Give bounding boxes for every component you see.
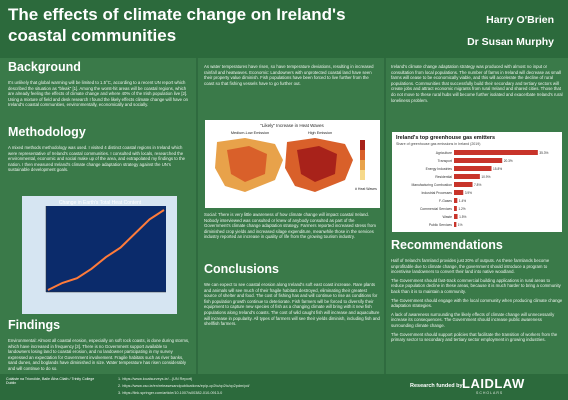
- bar: [454, 206, 457, 211]
- poster-title: The effects of climate change on Ireland…: [8, 5, 346, 45]
- bar-category-label: Agriculture: [436, 151, 452, 155]
- bar-value-label: 1.5%: [459, 215, 466, 219]
- bar-value-label: 15.8%: [493, 167, 502, 171]
- findings-text: Environmental: Almost all coastal erosio…: [8, 338, 190, 371]
- emitters-figure: Ireland's top greenhouse gas emitters Sh…: [392, 132, 562, 232]
- author-2: Dr Susan Murphy: [467, 36, 554, 48]
- heat-series-line: [47, 209, 165, 291]
- funder-subtitle: SCHOLARS: [476, 391, 504, 395]
- heat-waves-right-label: High Emission: [308, 131, 332, 135]
- map-right-inner: [297, 146, 337, 182]
- bar-category-label: Industrial Processes: [421, 191, 452, 195]
- findings-heading: Findings: [8, 318, 61, 332]
- middle-column: [198, 58, 384, 374]
- bar-value-label: 10.9%: [481, 175, 490, 179]
- heat-waves-left-label: Medium-Low Emission: [231, 131, 269, 135]
- bar: [454, 174, 480, 179]
- methodology-heading: Methodology: [8, 125, 86, 139]
- middle-top-text: As water temperatures have risen, so hav…: [204, 64, 374, 86]
- bar: [454, 158, 503, 163]
- bar-category-label: Public Services: [429, 223, 452, 227]
- funded-by-label: Research funded by: [410, 383, 463, 389]
- recommendation-item: The Government should fast-track commerc…: [391, 277, 561, 294]
- recommendations-heading: Recommendations: [391, 238, 503, 252]
- bar-value-label: 3.9%: [465, 191, 472, 195]
- bar-value-label: 35.3%: [539, 151, 548, 155]
- right-top-text: Ireland's climate change adaptation stra…: [391, 64, 563, 103]
- bar-category-label: Manufacturing Combustion: [411, 183, 452, 187]
- bar-value-label: 20.3%: [504, 159, 513, 163]
- heat-content-chart: Change in Earth's Total Heat Content: [22, 196, 177, 314]
- bar: [454, 182, 473, 187]
- background-heading: Background: [8, 60, 81, 74]
- bar: [454, 198, 458, 203]
- bar-category-label: Waste: [443, 215, 453, 219]
- bar-value-label: 1%: [458, 223, 463, 227]
- bar-category-label: F-Gases: [439, 199, 452, 203]
- bar-category-label: Commercial Services: [420, 207, 452, 211]
- reference-3: 3. https://link.springer.com/article/10.…: [118, 391, 223, 395]
- bar: [454, 166, 492, 171]
- recommendation-item: The Government should support policies t…: [391, 331, 558, 343]
- social-text: Social: There is very little awareness o…: [204, 212, 376, 240]
- reference-1: 1. https://www.localsurveys.ie/...(UN Re…: [118, 377, 193, 381]
- recommendations-list: Half of Ireland's farmland provides just…: [391, 258, 563, 372]
- bar-category-label: Energy Industries: [426, 167, 453, 171]
- bar: [454, 190, 464, 195]
- author-1: Harry O'Brien: [486, 14, 554, 26]
- methodology-text: A mixed methods methodology was used. I …: [8, 145, 185, 173]
- conclusions-text: We can expect to see coastal erosion alo…: [204, 282, 380, 327]
- footer: [0, 374, 568, 400]
- recommendation-item: The Government should engage with the lo…: [391, 297, 563, 309]
- heat-waves-legend: # Heat Waves: [355, 187, 377, 191]
- recommendation-item: A lack of awareness surrounding the like…: [391, 311, 555, 328]
- bar: [454, 214, 458, 219]
- background-text: It's unlikely that global warming will b…: [8, 80, 189, 108]
- heat-content-figure: Change in Earth's Total Heat Content: [22, 196, 177, 314]
- header: The effects of climate change on Ireland…: [0, 0, 568, 58]
- bar-value-label: 1.2%: [458, 207, 465, 211]
- heat-waves-figure: "Likely" Increase in Heat Waves Medium-L…: [205, 120, 380, 208]
- heat-waves-title: "Likely" Increase in Heat Waves: [260, 123, 324, 128]
- bar: [454, 222, 457, 227]
- bar: [454, 150, 538, 155]
- bar-category-label: Residential: [435, 175, 452, 179]
- bar-value-label: 1.4%: [459, 199, 466, 203]
- emitters-chart: Ireland's top greenhouse gas emitters Sh…: [396, 135, 549, 227]
- funder-logo: LAIDLAW: [462, 376, 525, 391]
- institution-logo: Coláiste na Tríonóide, Baile Átha Cliath…: [6, 377, 95, 386]
- heat-waves-maps: "Likely" Increase in Heat Waves Medium-L…: [215, 123, 377, 192]
- emitters-title: Ireland's top greenhouse gas emitters: [396, 135, 495, 141]
- recommendation-item: Half of Ireland's farmland provides just…: [391, 258, 550, 275]
- heat-chart-title: Change in Earth's Total Heat Content: [59, 200, 142, 206]
- emitters-subtitle: Share of greenhouse gas emissions in Ire…: [396, 142, 481, 146]
- reference-2: 2. https://www.cso.ie/en/releasesandpubl…: [118, 384, 250, 388]
- bar-value-label: 7.8%: [474, 183, 481, 187]
- conclusions-heading: Conclusions: [204, 262, 280, 276]
- map-left-inner: [227, 146, 267, 182]
- bar-category-label: Transport: [438, 159, 452, 163]
